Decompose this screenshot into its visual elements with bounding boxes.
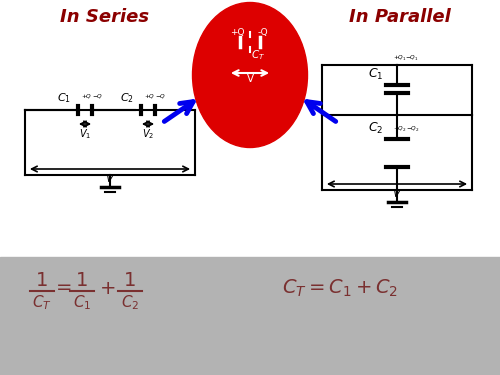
Text: $C_1$: $C_1$	[368, 67, 383, 82]
Text: $C_T$: $C_T$	[251, 48, 265, 62]
Text: V: V	[246, 74, 254, 84]
Text: 1: 1	[36, 270, 48, 290]
Text: +Q: +Q	[230, 28, 244, 38]
Text: +: +	[100, 279, 116, 297]
Text: 1: 1	[76, 270, 88, 290]
Text: $C_2$: $C_2$	[368, 121, 383, 136]
Text: $^{-Q_1}$: $^{-Q_1}$	[405, 54, 419, 63]
Text: -Q: -Q	[258, 28, 268, 38]
Text: $C_1$: $C_1$	[57, 91, 71, 105]
Bar	[0, 257, 500, 375]
Text: $^{+Q_2}$: $^{+Q_2}$	[393, 125, 407, 134]
Text: $^{-Q}$: $^{-Q}$	[92, 94, 104, 103]
Text: $^{-Q_2}$: $^{-Q_2}$	[406, 125, 420, 134]
Text: =: =	[56, 279, 72, 297]
Text: $V_2$: $V_2$	[142, 127, 154, 141]
Text: $^{+Q}$: $^{+Q}$	[81, 94, 92, 103]
Text: $C_1$: $C_1$	[73, 294, 91, 312]
Ellipse shape	[192, 3, 308, 147]
Text: 1: 1	[124, 270, 136, 290]
Text: $^{+Q}$: $^{+Q}$	[144, 94, 156, 103]
Text: In Series: In Series	[60, 8, 150, 26]
Text: $^{-Q}$: $^{-Q}$	[155, 94, 166, 103]
Text: In Parallel: In Parallel	[349, 8, 451, 26]
Text: $C_2$: $C_2$	[120, 91, 134, 105]
Text: $^{+Q_1}$: $^{+Q_1}$	[393, 54, 407, 63]
Text: $V$: $V$	[392, 187, 402, 199]
Text: $C_T$: $C_T$	[32, 294, 52, 312]
Text: $V_1$: $V_1$	[79, 127, 91, 141]
Text: $V$: $V$	[105, 172, 115, 184]
Text: $C_T = C_1 + C_2$: $C_T = C_1 + C_2$	[282, 278, 398, 298]
Text: $C_2$: $C_2$	[121, 294, 139, 312]
